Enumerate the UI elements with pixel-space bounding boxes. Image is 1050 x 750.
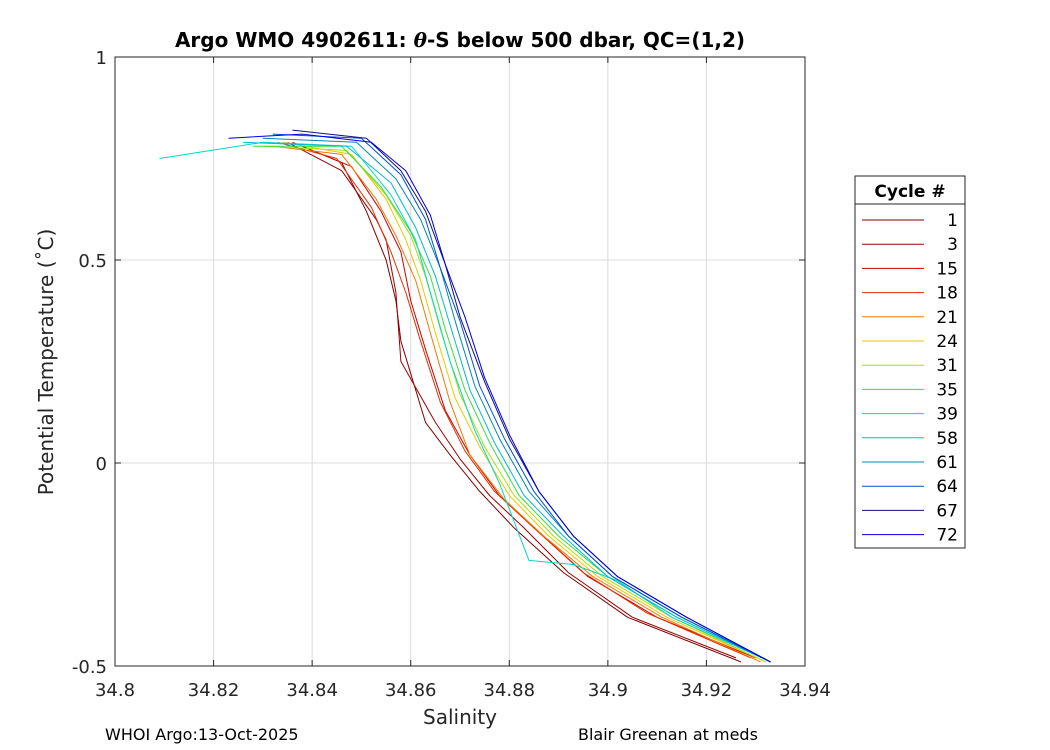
x-tick-label: 34.84 — [286, 680, 338, 701]
legend-label-cycle-72: 72 — [936, 526, 958, 546]
x-axis-label: Salinity — [423, 705, 497, 729]
chart-title-theta: θ — [414, 28, 428, 52]
plot-area-frame — [114, 56, 806, 667]
series-line-cycle-24 — [282, 141, 766, 663]
x-tick-label: 34.94 — [779, 680, 831, 701]
series-line-cycle-18 — [277, 141, 751, 659]
x-tick-label: 34.92 — [681, 680, 733, 701]
series-line-cycle-72 — [228, 133, 771, 663]
series-line-cycle-58 — [243, 141, 771, 663]
y-tick-label: 1 — [96, 48, 107, 69]
x-tick-label: 34.8 — [95, 680, 135, 701]
legend-label-cycle-18: 18 — [936, 284, 958, 304]
legend-label-cycle-1: 1 — [947, 211, 958, 231]
series-line-cycle-3 — [287, 141, 737, 659]
series-line-cycle-35 — [253, 145, 771, 663]
y-tick-label: -0.5 — [72, 657, 107, 678]
series-line-cycle-67 — [292, 129, 771, 663]
legend-label-cycle-39: 39 — [936, 405, 958, 425]
chart-title: Argo WMO 4902611: θ-S below 500 dbar, QC… — [175, 28, 745, 52]
grid-lines — [115, 57, 805, 666]
legend-label-cycle-31: 31 — [936, 356, 958, 376]
legend-label-cycle-61: 61 — [936, 453, 958, 473]
legend-label-cycle-64: 64 — [936, 477, 958, 497]
series-line-cycle-1 — [292, 141, 742, 663]
legend-label-cycle-24: 24 — [936, 332, 958, 352]
y-axis-label: Potential Temperature (˚C) — [34, 229, 58, 496]
x-tick-label: 34.88 — [484, 680, 536, 701]
legend-label-cycle-15: 15 — [936, 259, 958, 279]
series-line-cycle-21 — [272, 145, 761, 663]
footer-author: Blair Greenan at meds — [578, 725, 758, 744]
series-line-cycle-39 — [159, 141, 771, 663]
x-tick-label: 34.82 — [188, 680, 240, 701]
legend-title: Cycle # — [874, 182, 945, 202]
x-tick-label: 34.86 — [385, 680, 437, 701]
series-lines — [159, 129, 771, 663]
series-line-cycle-15 — [302, 145, 756, 659]
legend: Cycle # 1 3 15 18 21 24 31 35 39 58 61 64 67 72 — [854, 175, 966, 549]
y-tick-label: 0.5 — [78, 251, 107, 272]
y-tick-label: 0 — [96, 454, 107, 475]
axis-ticks: 34.8 34.82 34.84 34.86 34.88 34.9 34.92 34.94 -0… — [72, 48, 831, 701]
x-tick-label: 34.9 — [588, 680, 628, 701]
legend-label-cycle-35: 35 — [936, 380, 958, 400]
legend-label-cycle-21: 21 — [936, 308, 958, 328]
legend-label-cycle-58: 58 — [936, 429, 958, 449]
chart-title-prefix: Argo WMO 4902611: — [175, 28, 414, 52]
legend-label-cycle-3: 3 — [947, 235, 958, 255]
series-line-cycle-64 — [272, 133, 771, 663]
series-line-cycle-31 — [262, 145, 766, 663]
legend-label-cycle-67: 67 — [936, 501, 958, 521]
footer-source: WHOI Argo:13-Oct-2025 — [105, 725, 299, 744]
series-line-cycle-61 — [262, 137, 771, 663]
chart-title-suffix: -S below 500 dbar, QC=(1,2) — [427, 28, 745, 52]
